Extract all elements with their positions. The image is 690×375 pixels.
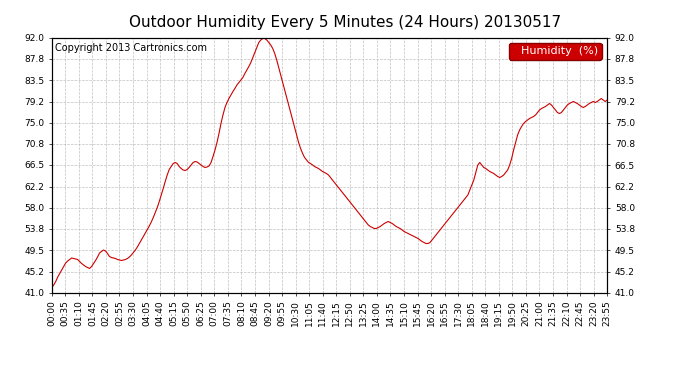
Text: Copyright 2013 Cartronics.com: Copyright 2013 Cartronics.com [55,43,206,52]
Text: Outdoor Humidity Every 5 Minutes (24 Hours) 20130517: Outdoor Humidity Every 5 Minutes (24 Hou… [129,15,561,30]
Legend: Humidity  (%): Humidity (%) [509,43,602,60]
